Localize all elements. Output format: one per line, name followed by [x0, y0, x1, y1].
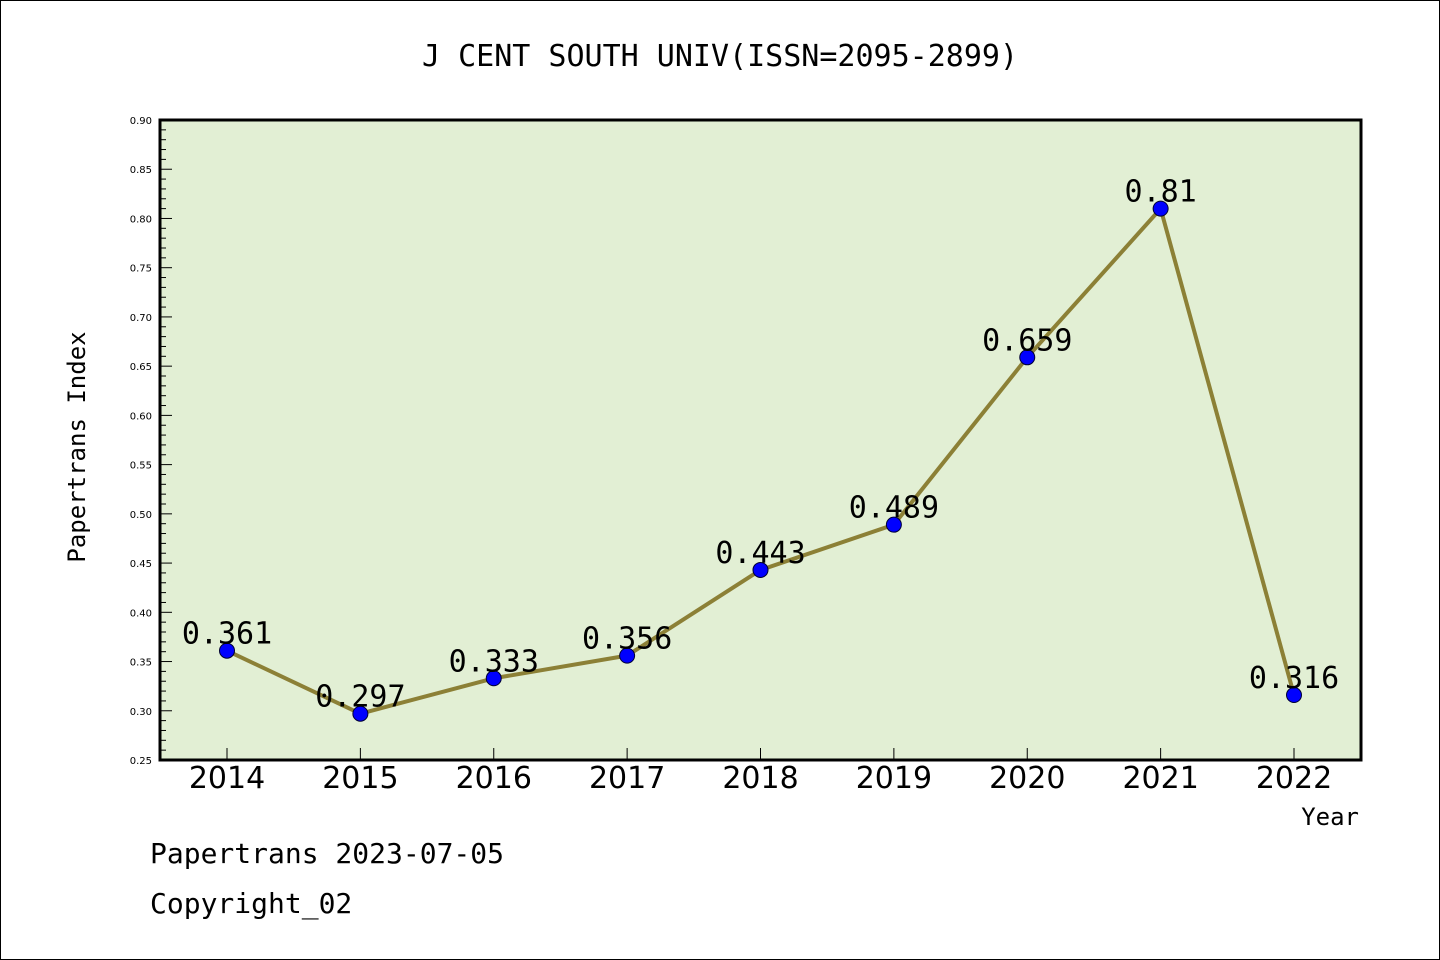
y-tick-label: 0.90 — [130, 116, 152, 127]
x-tick-label: 2019 — [856, 761, 932, 796]
x-axis-label: Year — [1301, 803, 1359, 831]
chart-title: J CENT SOUTH UNIV(ISSN=2095-2899) — [422, 39, 1018, 74]
y-tick-label: 0.25 — [130, 756, 152, 767]
x-tick-label: 2014 — [189, 761, 265, 796]
y-tick-label: 0.30 — [130, 707, 152, 718]
data-label: 0.297 — [315, 680, 405, 715]
x-tick-label: 2018 — [722, 761, 798, 796]
footer-copyright: Copyright_02 — [150, 887, 352, 921]
data-series: 0.361 0.297 0.333 0.356 0.443 0.489 0.659 0.81 0… — [182, 175, 1339, 722]
x-tick-label: 2021 — [1122, 761, 1198, 796]
y-tick-label: 0.80 — [130, 214, 152, 225]
x-tick-label: 2022 — [1256, 761, 1332, 796]
y-axis-ticks: 0.25 0.30 0.35 0.40 0.45 0.50 0.55 0.60 0.65 0.70… — [130, 116, 172, 767]
data-label: 0.361 — [182, 617, 272, 652]
y-tick-label: 0.75 — [130, 264, 152, 275]
data-point — [619, 647, 636, 664]
data-point — [219, 642, 235, 659]
data-label: 0.316 — [1249, 661, 1339, 696]
x-tick-label: 2015 — [322, 761, 398, 796]
plot-area — [158, 118, 1363, 762]
x-axis-ticks: 2014 2015 2016 2017 2018 2019 2020 2021 2022 — [189, 748, 1332, 796]
data-point — [352, 705, 369, 722]
data-label: 0.659 — [982, 323, 1072, 358]
y-tick-label: 0.40 — [130, 608, 152, 619]
data-point — [885, 516, 902, 533]
data-label: 0.443 — [715, 536, 805, 571]
x-tick-label: 2017 — [589, 761, 665, 796]
y-axis-label: Papertrans Index — [63, 331, 91, 562]
data-point — [485, 670, 502, 687]
y-tick-label: 0.55 — [130, 461, 152, 472]
y-tick-label: 0.85 — [130, 165, 152, 176]
data-point — [1019, 349, 1036, 366]
y-tick-label: 0.65 — [130, 362, 152, 373]
data-point — [1152, 200, 1169, 217]
footer-date: Papertrans 2023-07-05 — [150, 837, 504, 870]
y-tick-label: 0.60 — [130, 411, 152, 422]
data-label: 0.356 — [582, 622, 672, 657]
data-label: 0.489 — [849, 491, 939, 526]
y-tick-label: 0.70 — [130, 313, 152, 324]
data-label: 0.333 — [449, 644, 539, 679]
data-point — [1286, 687, 1302, 704]
y-tick-label: 0.50 — [130, 510, 152, 521]
y-tick-label: 0.35 — [130, 658, 152, 669]
x-tick-label: 2020 — [989, 761, 1065, 796]
x-tick-label: 2016 — [456, 761, 532, 796]
y-tick-label: 0.45 — [130, 559, 152, 570]
data-label: 0.81 — [1125, 175, 1197, 210]
data-point — [752, 561, 769, 578]
